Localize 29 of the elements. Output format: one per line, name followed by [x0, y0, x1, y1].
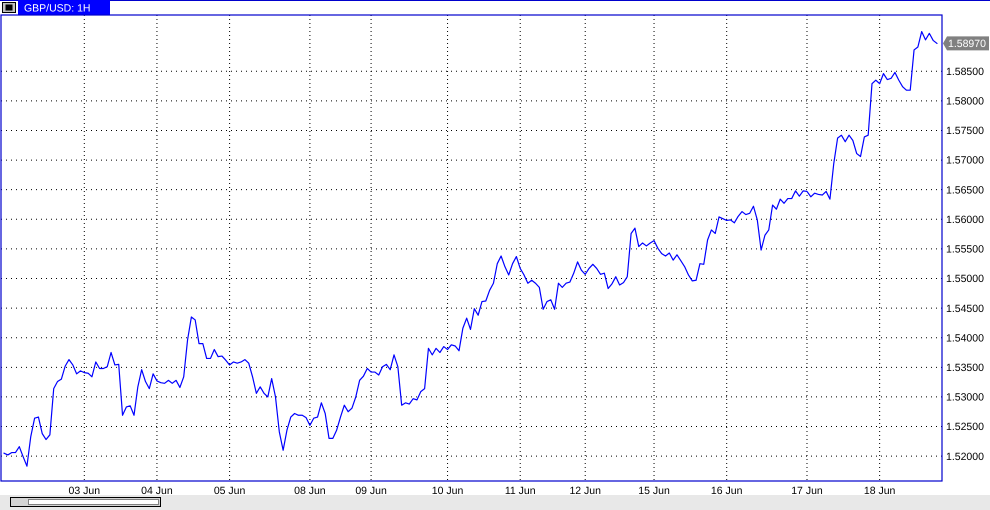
x-tick-label: 12 Jun — [569, 485, 602, 497]
text: 1.58970 — [948, 38, 986, 50]
y-tick-label: 1.55000 — [946, 273, 984, 286]
x-tick-label: 04 Jun — [141, 485, 173, 497]
y-tick-label: 1.58500 — [946, 66, 984, 78]
x-tick-label: 15 Jun — [638, 485, 670, 497]
y-tick-label: 1.52500 — [946, 421, 984, 434]
chart-title: GBP/USD: 1H — [24, 2, 91, 14]
x-tick-label: 17 Jun — [791, 485, 823, 497]
x-tick-label: 03 Jun — [68, 485, 100, 497]
y-tick-label: 1.56000 — [946, 214, 984, 226]
y-tick-label: 1.53500 — [946, 362, 984, 374]
y-tick-label: 1.57000 — [946, 154, 984, 167]
x-tick-label: 16 Jun — [710, 485, 743, 497]
line-series — [3, 30, 938, 467]
y-tick-label: 1.58000 — [946, 96, 984, 108]
y-tick-label: 1.56500 — [946, 184, 984, 196]
y-tick-label: 1.54500 — [946, 302, 984, 315]
x-tick-label: 08 Jun — [294, 485, 326, 497]
y-tick-label: 1.57500 — [946, 125, 984, 138]
y-tick-label: 1.55500 — [946, 244, 984, 256]
x-tick-label: 09 Jun — [355, 485, 387, 497]
x-tick-label: 05 Jun — [214, 485, 246, 497]
y-tick-label: 1.53000 — [946, 392, 984, 404]
y-tick-label: 1.54000 — [946, 332, 984, 344]
y-tick-label: 1.52000 — [946, 450, 984, 463]
x-tick-label: 11 Jun — [504, 485, 536, 497]
x-tick-label: 10 Jun — [432, 485, 464, 497]
x-tick-label: 18 Jun — [864, 485, 896, 497]
